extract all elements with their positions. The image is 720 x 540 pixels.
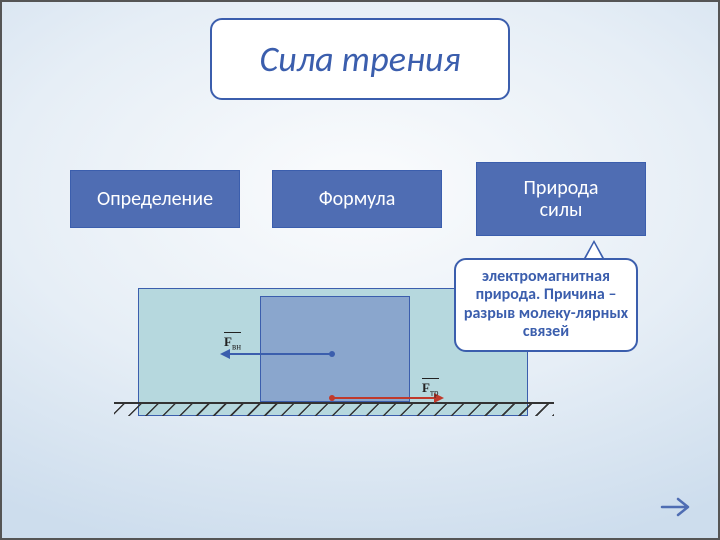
block-on-surface xyxy=(260,296,410,402)
F_vn-arrow-line xyxy=(222,353,332,355)
ground-hatching xyxy=(114,404,554,416)
tab-definition[interactable]: Определение xyxy=(70,170,240,228)
callout-tail xyxy=(586,243,602,258)
F_tr-label: Fтр xyxy=(422,378,439,398)
next-arrow-icon[interactable] xyxy=(660,495,694,524)
tab-formula[interactable]: Формула xyxy=(272,170,442,228)
slide: Сила трения Определение Формула Природасил… xyxy=(0,0,720,540)
nature-callout-text: электромагнитная природа. Причина – разр… xyxy=(464,267,628,341)
title-text: Сила трения xyxy=(259,37,460,81)
tab-nature[interactable]: Природасилы xyxy=(476,162,646,236)
title-box: Сила трения xyxy=(210,18,510,100)
F_vn-label: Fвн xyxy=(224,332,241,352)
nature-callout: электромагнитная природа. Причина – разр… xyxy=(454,258,638,352)
